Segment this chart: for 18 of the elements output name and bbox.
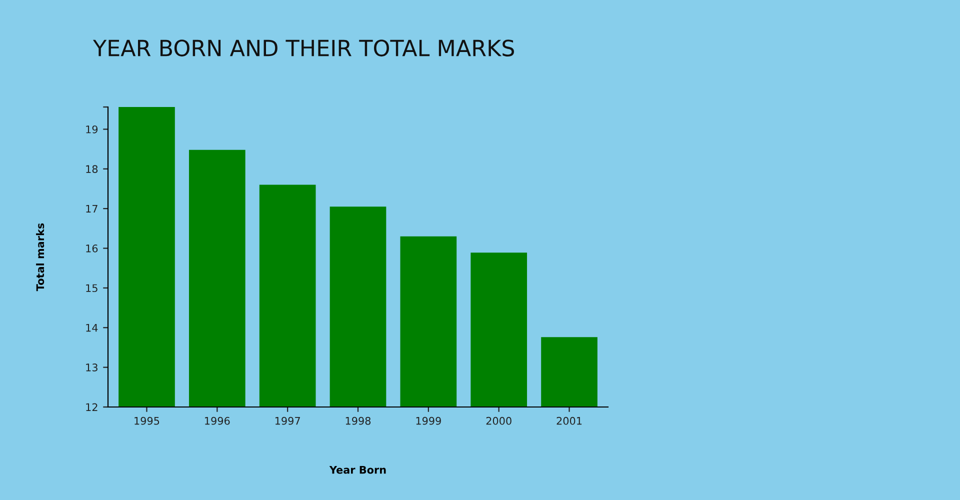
y-axis-title: Total marks (36, 223, 44, 292)
chart-title: YEAR BORN AND THEIR TOTAL MARKS (92, 40, 514, 56)
x-axis-title: Year Born (329, 466, 386, 474)
y-tick-label: 13 (86, 364, 98, 372)
y-tick-label: 14 (86, 324, 98, 332)
y-tick-label: 16 (86, 244, 98, 252)
y-tick-label: 19 (86, 125, 98, 134)
x-tick-label: 1995 (134, 416, 160, 425)
x-tick-label: 1996 (205, 416, 230, 425)
x-tick-label: 2001 (556, 416, 582, 425)
x-tick-label: 1997 (275, 416, 300, 425)
y-tick-label: 18 (86, 165, 98, 174)
y-tick-label: 12 (86, 403, 98, 411)
y-tick-label: 17 (86, 204, 98, 213)
y-tick-label: 15 (86, 284, 98, 292)
x-tick-label: 1998 (346, 416, 371, 425)
x-tick-label: 2000 (486, 416, 512, 425)
x-tick-label: 1999 (416, 416, 441, 425)
